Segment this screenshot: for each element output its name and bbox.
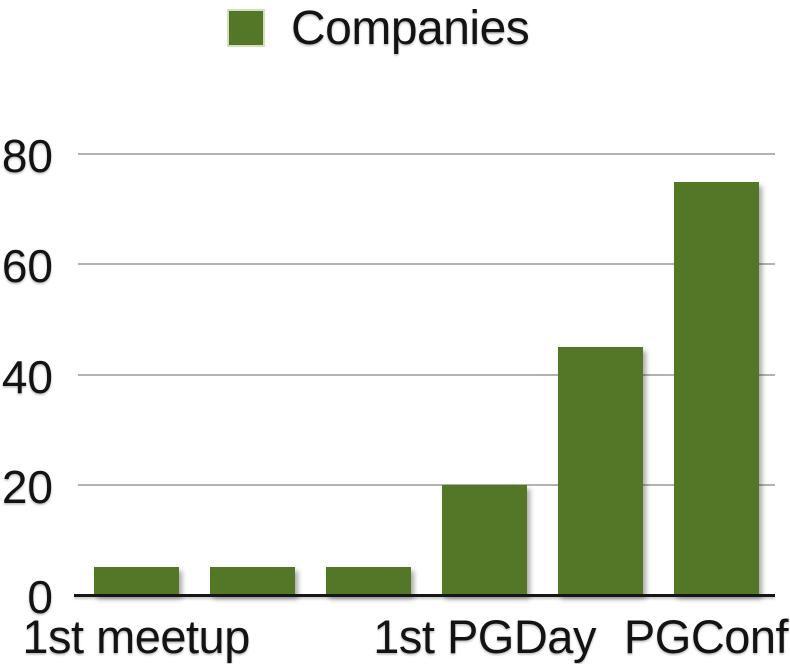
chart-legend: Companies xyxy=(229,2,530,55)
bar xyxy=(325,567,411,595)
gridline-20 xyxy=(78,483,775,486)
gridline-40 xyxy=(78,373,775,376)
x-axis-line xyxy=(74,594,775,597)
legend-label: Companies xyxy=(291,1,530,55)
y-tick-label-60: 60 xyxy=(1,240,53,293)
y-tick-label-40: 40 xyxy=(1,350,53,403)
x-tick-label: PGConf xyxy=(623,610,789,663)
y-tick-label-20: 20 xyxy=(1,460,53,513)
x-tick-label: 1st meetup xyxy=(22,610,250,663)
y-tick-label-0: 0 xyxy=(27,571,53,623)
bar xyxy=(558,346,644,595)
bar xyxy=(442,484,528,595)
x-tick-label: 1st PGDay xyxy=(373,610,596,663)
bar xyxy=(674,181,760,595)
gridline-80 xyxy=(78,153,775,155)
y-tick-label-80: 80 xyxy=(1,130,53,182)
gridline-60 xyxy=(78,263,775,266)
bar xyxy=(209,567,295,595)
legend-swatch-icon xyxy=(229,11,263,45)
bar xyxy=(93,567,179,595)
